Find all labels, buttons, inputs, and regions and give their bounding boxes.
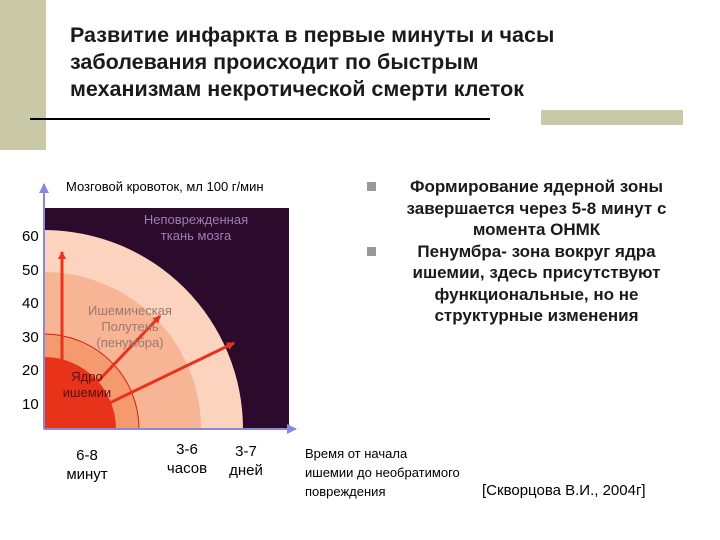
y-tick-label: 60 [22,228,39,245]
time-label-days: 3-7 дней [229,443,263,479]
penumbra-label: Ишемическая Полутень (пенумбра) [88,303,172,350]
title-line: заболевания происходит по быстрым [70,50,479,74]
time-label-hours: 3-6 часов [166,441,208,477]
y-tick-label: 20 [22,362,39,379]
decorative-sidebar-bar [0,0,46,150]
bullet-square-icon [367,182,376,191]
y-tick-label: 10 [22,396,39,413]
title-line: механизмам некротической смерти клеток [70,77,524,101]
y-tick-label: 30 [22,329,39,346]
citation: [Скворцова В.И., 2004г] [482,482,646,499]
bullet-item: Формирование ядерной зоны завершается че… [365,176,685,241]
bullet-item: Пенумбра- зона вокруг ядра ишемии, здесь… [365,241,685,327]
decorative-box [541,110,683,125]
y-axis-title: Мозговой кровоток, мл 100 г/мин [66,179,264,194]
bullet-list: Формирование ядерной зоны завершается че… [365,176,685,327]
y-tick-label: 50 [22,262,39,279]
title-line: Развитие инфаркта в первые минуты и часы [70,23,555,47]
x-axis-note: Время от начала ишемии до необратимого п… [305,446,460,499]
title-divider [30,118,490,120]
arrow-diagonal-upper [62,314,162,419]
intact-tissue-label: Неповрежденная ткань мозга [143,212,249,243]
y-tick-label: 40 [22,295,39,312]
arrow-diagonal-lower [65,341,235,426]
slide-title: Развитие инфаркта в первые минуты и часы… [70,22,690,103]
bullet-square-icon [367,246,376,256]
time-label-minutes: 6-8 минут [66,447,108,483]
ischemia-core-label: Ядро ишемии [62,369,112,400]
